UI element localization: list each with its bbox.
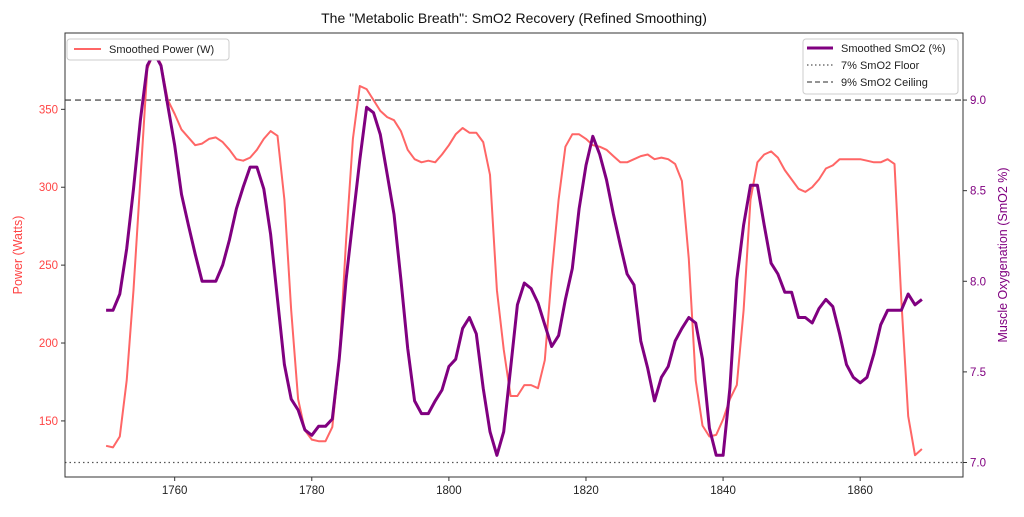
legend-smo2-label: Smoothed SmO2 (%)	[841, 43, 946, 55]
plot-frame	[64, 32, 964, 478]
power-line	[105, 50, 923, 457]
y-right-tick-label: 9.0	[970, 95, 986, 107]
chart-title: The "Metabolic Breath": SmO2 Recovery (R…	[321, 10, 707, 26]
y-right-tick-label: 7.0	[970, 458, 986, 470]
legend-smo2: Smoothed SmO2 (%) 7% SmO2 Floor 9% SmO2 …	[802, 38, 959, 95]
y-right-tick-label: 8.5	[970, 186, 986, 198]
legend-ceiling-label: 9% SmO2 Ceiling	[841, 77, 928, 89]
y-left-tick-label: 150	[39, 416, 58, 428]
y-left-tick-label: 250	[39, 260, 58, 272]
legend-floor-label: 7% SmO2 Floor	[841, 60, 920, 72]
y-left-tick-label: 350	[39, 104, 58, 116]
y-axis-label-right: Muscle Oxygenation (SmO2 %)	[996, 167, 1010, 342]
x-tick-label: 1860	[847, 485, 873, 497]
y-right-tick-label: 8.0	[970, 276, 986, 288]
x-tick-label: 1820	[573, 485, 599, 497]
x-tick-label: 1800	[436, 485, 462, 497]
x-tick-label: 1840	[710, 485, 736, 497]
x-tick-label: 1760	[162, 485, 188, 497]
plot-area: 1760 1780 1800 1820 1840 1860 150 200 250 300 350 7…	[39, 32, 986, 497]
smo2-line	[106, 51, 923, 457]
legend-power: Smoothed Power (W)	[66, 38, 230, 61]
x-tick-label: 1780	[299, 485, 325, 497]
y-axis-label-left: Power (Watts)	[11, 216, 25, 295]
legend-power-label: Smoothed Power (W)	[109, 44, 214, 56]
y-left-tick-label: 300	[39, 182, 58, 194]
y-left-tick-label: 200	[39, 338, 58, 350]
y-right-tick-label: 7.5	[970, 367, 986, 379]
